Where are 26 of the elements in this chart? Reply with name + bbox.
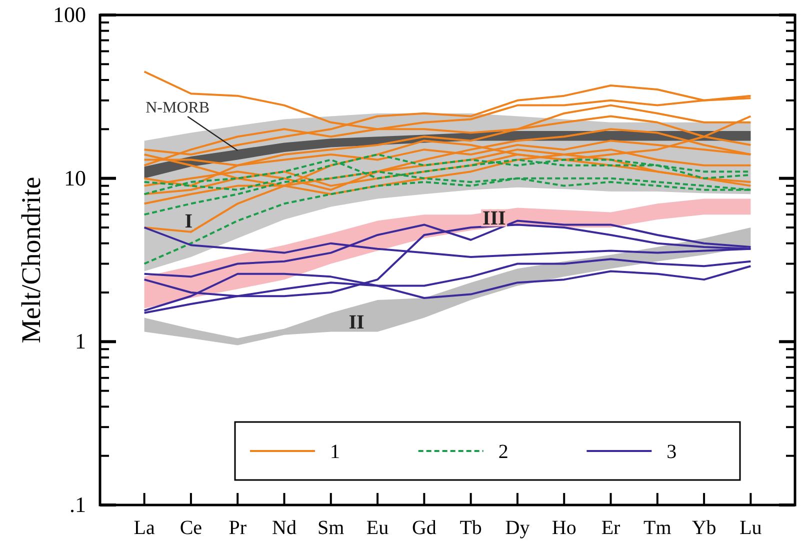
legend-label: 1 bbox=[330, 441, 340, 463]
x-tick-label: Eu bbox=[366, 517, 389, 539]
annotation: I bbox=[184, 210, 193, 232]
x-tick-label: Dy bbox=[505, 517, 530, 539]
annotation: III bbox=[482, 208, 506, 230]
x-tick-label: Tb bbox=[460, 517, 482, 539]
x-tick-label: Gd bbox=[412, 517, 436, 539]
x-tick-label: Pr bbox=[228, 517, 247, 539]
annotation: N-MORB bbox=[146, 100, 210, 117]
y-tick-label: 1 bbox=[75, 328, 86, 354]
x-tick-label: Sm bbox=[318, 517, 345, 539]
x-tick-label: Lu bbox=[740, 517, 762, 539]
y-tick-label: 100 bbox=[53, 2, 86, 28]
y-tick-label: .1 bbox=[70, 492, 86, 518]
x-tick-label: Ce bbox=[180, 517, 202, 539]
y-tick-label: 10 bbox=[64, 165, 86, 190]
x-tick-label: La bbox=[134, 517, 155, 539]
y-axis-title: Melt/Chondrite bbox=[16, 176, 46, 344]
x-tick-label: Er bbox=[601, 517, 621, 539]
x-tick-label: Yb bbox=[692, 517, 716, 539]
x-tick-label: Ho bbox=[552, 517, 576, 539]
annotation: II bbox=[348, 311, 365, 334]
x-tick-label: Tm bbox=[644, 517, 672, 539]
x-tick-label: Nd bbox=[272, 517, 296, 539]
legend-label: 2 bbox=[498, 441, 508, 463]
legend-label: 3 bbox=[666, 441, 677, 463]
